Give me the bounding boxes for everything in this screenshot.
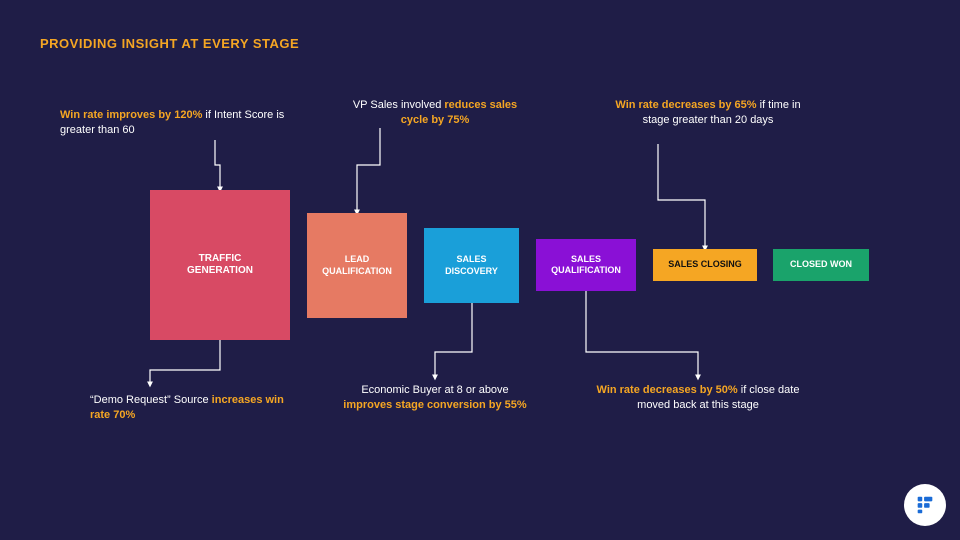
connector-c2: [357, 128, 380, 213]
callout-highlight: Win rate decreases by 65%: [615, 99, 756, 111]
connector-c3: [658, 144, 705, 249]
page-title: PROVIDING INSIGHT AT EVERY STAGE: [40, 36, 299, 51]
stage-qual: SALESQUALIFICATION: [536, 239, 636, 291]
callout-highlight: Win rate improves by 120%: [60, 109, 205, 121]
connector-c4: [150, 340, 220, 385]
stage-won: CLOSED WON: [773, 249, 869, 281]
callout-c4: “Demo Request” Source increases win rate…: [90, 393, 290, 423]
callout-c6: Win rate decreases by 50% if close date …: [588, 383, 808, 413]
connector-c1: [215, 140, 220, 190]
callout-text: “Demo Request” Source: [90, 394, 212, 406]
stage-lead: LEADQUALIFICATION: [307, 213, 407, 318]
callout-c1: Win rate improves by 120% if Intent Scor…: [60, 108, 290, 138]
callout-c2: VP Sales involved reduces sales cycle by…: [340, 98, 530, 128]
callout-highlight: Win rate decreases by 50%: [597, 384, 738, 396]
callout-text: Economic Buyer at 8 or above: [361, 384, 508, 396]
callout-c5: Economic Buyer at 8 or above improves st…: [340, 383, 530, 413]
connector-c6: [586, 291, 698, 378]
brand-logo: [904, 484, 946, 526]
callout-highlight: improves stage conversion by 55%: [343, 399, 526, 411]
callout-c3: Win rate decreases by 65% if time in sta…: [603, 98, 813, 128]
stage-close: SALES CLOSING: [653, 249, 757, 281]
stage-disc: SALESDISCOVERY: [424, 228, 519, 303]
callout-text: VP Sales involved: [353, 99, 445, 111]
connector-c5: [435, 303, 472, 378]
stage-traffic: TRAFFICGENERATION: [150, 190, 290, 340]
